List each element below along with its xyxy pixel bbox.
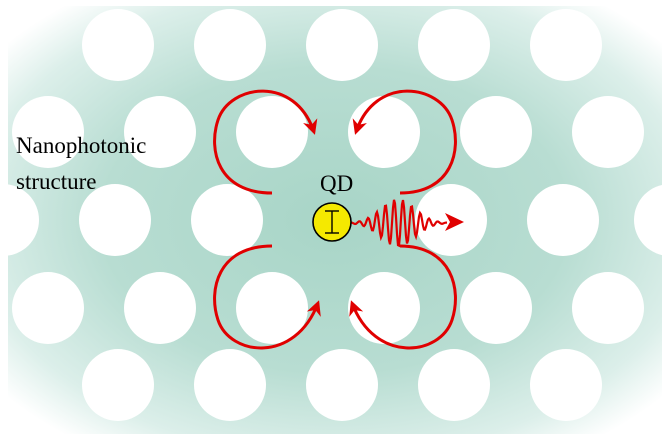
arrow-top-left (213, 89, 318, 195)
air-hole (194, 349, 266, 421)
arrow-bottom-left (213, 244, 321, 350)
air-hole-lattice (0, 9, 670, 421)
air-hole (572, 272, 644, 344)
circulating-arrows (213, 89, 457, 350)
air-hole (572, 96, 644, 168)
air-hole (460, 272, 532, 344)
structure-label-line1: Nanophotonic (16, 133, 147, 158)
air-hole (12, 96, 84, 168)
air-hole (348, 272, 420, 344)
qd-label: QD (320, 171, 354, 196)
air-hole (306, 9, 378, 81)
air-hole (348, 96, 420, 168)
air-hole (634, 184, 670, 256)
air-hole (236, 96, 308, 168)
air-hole (82, 9, 154, 81)
arrow-top-right (352, 89, 457, 195)
air-hole (191, 184, 263, 256)
air-hole (0, 184, 39, 256)
air-hole (527, 184, 599, 256)
air-hole (12, 272, 84, 344)
quantum-dot (312, 202, 352, 242)
air-hole (124, 96, 196, 168)
emission-wave (343, 199, 464, 248)
air-hole (530, 349, 602, 421)
air-hole (418, 9, 490, 81)
air-hole (194, 9, 266, 81)
air-hole (236, 272, 308, 344)
emission-arrowhead (445, 213, 464, 231)
structure-label: Nanophotonic structure (16, 128, 146, 200)
structure-label-line2: structure (16, 169, 97, 194)
arrow-bottom-right (349, 244, 457, 350)
air-hole (306, 349, 378, 421)
wave-packet (343, 199, 448, 248)
air-hole (79, 184, 151, 256)
dipole-icon (325, 210, 339, 234)
air-hole (124, 272, 196, 344)
air-hole (82, 349, 154, 421)
air-hole (530, 9, 602, 81)
air-hole (460, 96, 532, 168)
air-hole (418, 349, 490, 421)
